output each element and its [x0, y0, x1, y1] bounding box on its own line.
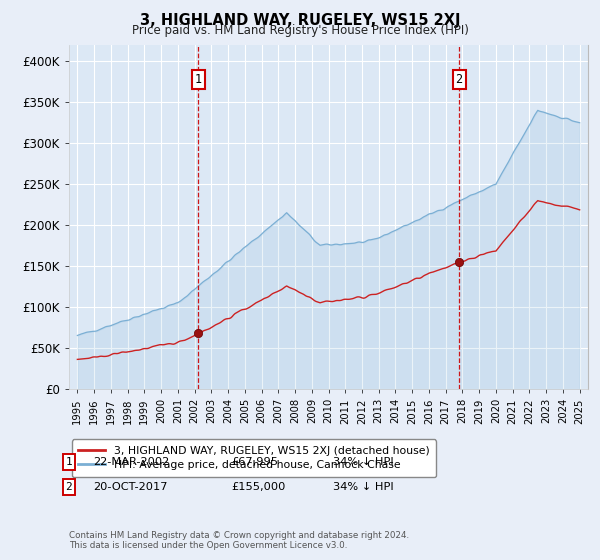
- Text: 3, HIGHLAND WAY, RUGELEY, WS15 2XJ: 3, HIGHLAND WAY, RUGELEY, WS15 2XJ: [140, 13, 460, 28]
- Text: 34% ↓ HPI: 34% ↓ HPI: [333, 457, 394, 467]
- Text: £155,000: £155,000: [231, 482, 286, 492]
- Text: 34% ↓ HPI: 34% ↓ HPI: [333, 482, 394, 492]
- Text: 20-OCT-2017: 20-OCT-2017: [93, 482, 167, 492]
- Text: £67,995: £67,995: [231, 457, 278, 467]
- Legend: 3, HIGHLAND WAY, RUGELEY, WS15 2XJ (detached house), HPI: Average price, detache: 3, HIGHLAND WAY, RUGELEY, WS15 2XJ (deta…: [72, 440, 436, 477]
- Text: 1: 1: [194, 73, 202, 86]
- Text: Price paid vs. HM Land Registry's House Price Index (HPI): Price paid vs. HM Land Registry's House …: [131, 24, 469, 37]
- Text: 1: 1: [65, 457, 73, 467]
- Text: 22-MAR-2002: 22-MAR-2002: [93, 457, 169, 467]
- Text: 2: 2: [455, 73, 463, 86]
- Text: Contains HM Land Registry data © Crown copyright and database right 2024.
This d: Contains HM Land Registry data © Crown c…: [69, 531, 409, 550]
- Text: 2: 2: [65, 482, 73, 492]
